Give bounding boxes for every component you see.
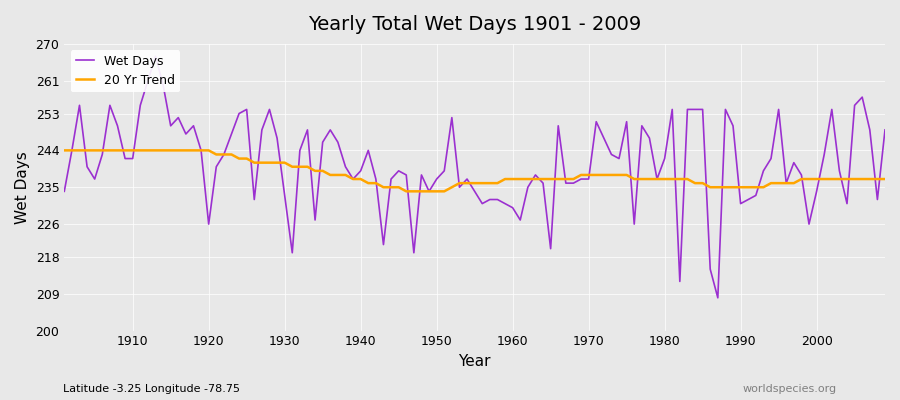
20 Yr Trend <box>332 172 343 177</box>
Text: Latitude -3.25 Longitude -78.75: Latitude -3.25 Longitude -78.75 <box>63 384 240 394</box>
20 Yr Trend <box>879 177 890 182</box>
20 Yr Trend <box>515 177 526 182</box>
20 Yr Trend <box>287 164 298 169</box>
20 Yr Trend <box>400 189 411 194</box>
Wet Days <box>150 54 161 58</box>
Legend: Wet Days, 20 Yr Trend: Wet Days, 20 Yr Trend <box>70 50 180 92</box>
Wet Days <box>340 164 351 169</box>
Wet Days <box>294 148 305 153</box>
Wet Days <box>879 128 890 132</box>
20 Yr Trend <box>120 148 130 153</box>
Line: Wet Days: Wet Days <box>64 56 885 298</box>
Wet Days <box>58 189 69 194</box>
Wet Days <box>606 152 616 157</box>
20 Yr Trend <box>606 172 616 177</box>
20 Yr Trend <box>58 148 69 153</box>
Wet Days <box>508 205 518 210</box>
Line: 20 Yr Trend: 20 Yr Trend <box>64 150 885 191</box>
Y-axis label: Wet Days: Wet Days <box>15 151 30 224</box>
Title: Yearly Total Wet Days 1901 - 2009: Yearly Total Wet Days 1901 - 2009 <box>308 15 642 34</box>
Text: worldspecies.org: worldspecies.org <box>742 384 837 394</box>
Wet Days <box>515 218 526 222</box>
20 Yr Trend <box>508 177 518 182</box>
Wet Days <box>713 296 724 300</box>
Wet Days <box>120 156 130 161</box>
X-axis label: Year: Year <box>458 354 491 369</box>
